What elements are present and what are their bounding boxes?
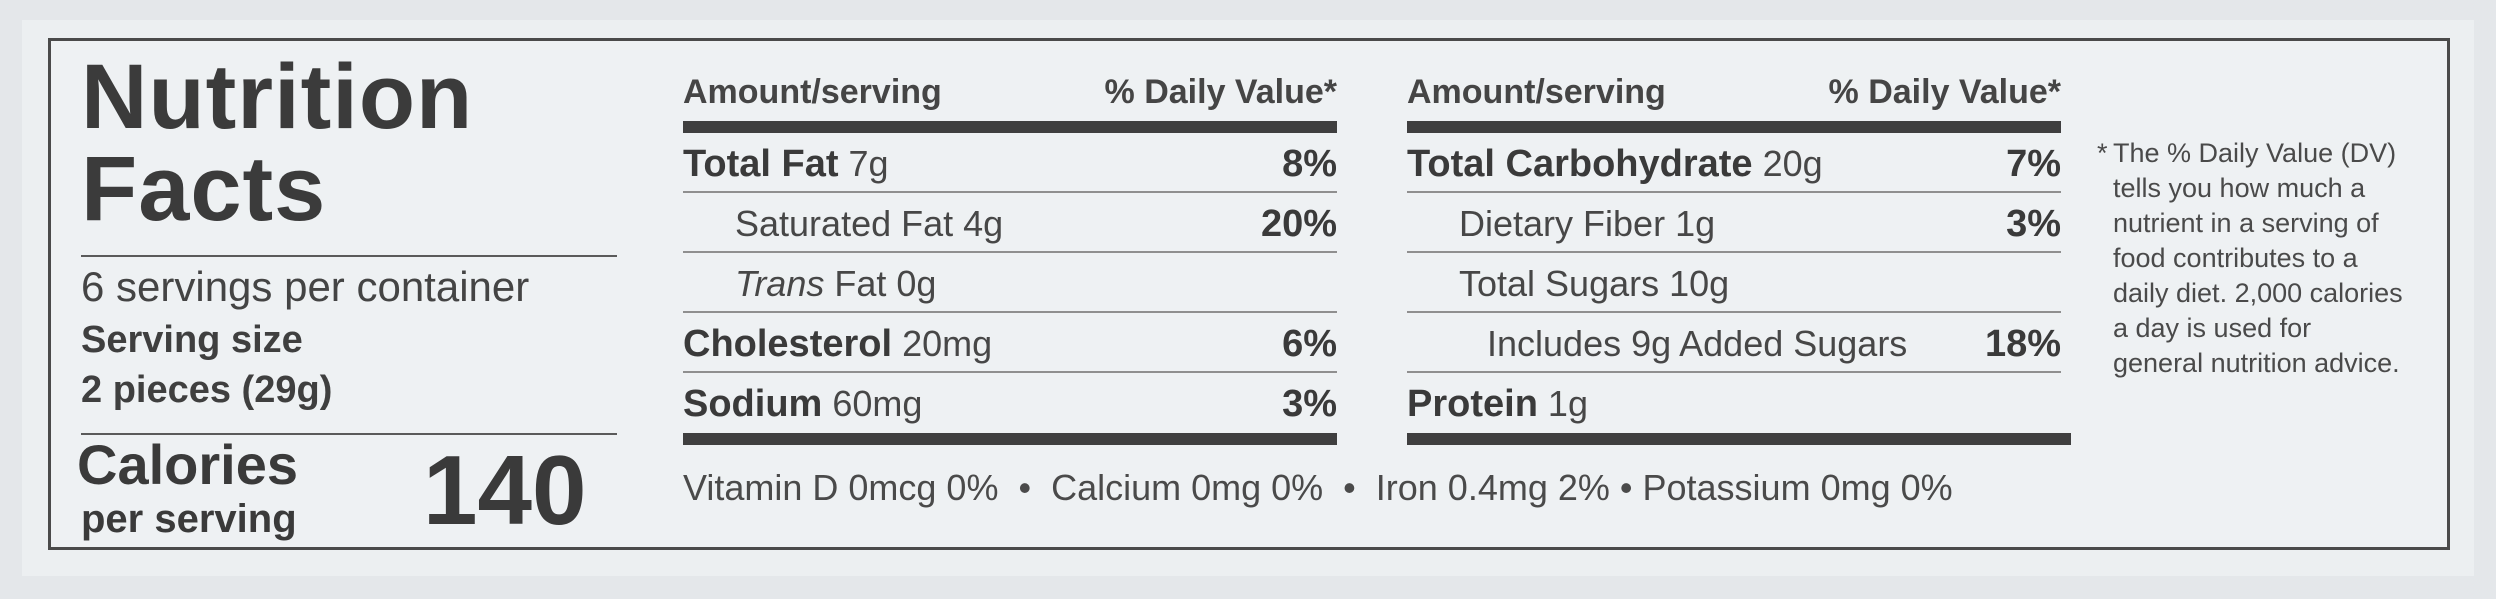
nutrient-amount: 20mg — [902, 323, 993, 364]
nutrient-dv: 7% — [2006, 143, 2061, 185]
title-line-1: Nutrition — [81, 46, 474, 148]
nutrient-row-total-carbohydrate: Total Carbohydrate 20g 7% — [1407, 133, 2061, 193]
nutrient-name: Includes 9g Added Sugars — [1487, 323, 1908, 364]
calories-value: 140 — [423, 435, 587, 545]
nutrient-row-added-sugars: Includes 9g Added Sugars 18% — [1407, 313, 2061, 373]
nutrient-dv: 3% — [2006, 203, 2061, 245]
nutrient-amount: 1g — [1547, 383, 1588, 424]
nutrient-table-right: Amount/serving % Daily Value* Total Carb… — [1407, 73, 2071, 445]
nutrient-amount: 1g — [1675, 203, 1716, 244]
nutrient-amount: 10g — [1669, 263, 1730, 304]
nutrient-row-total-sugars: Total Sugars 10g — [1407, 253, 2061, 313]
nutrient-name: Dietary Fiber — [1459, 203, 1666, 244]
divider — [81, 255, 617, 257]
title-line-2: Facts — [81, 138, 327, 240]
nutrition-facts-label: Nutrition Facts 6 servings per container… — [48, 38, 2450, 550]
nutrient-amount: Fat 0g — [834, 263, 937, 304]
table-header: Amount/serving % Daily Value* — [1407, 73, 2061, 121]
nutrient-row-sodium: Sodium 60mg 3% — [683, 373, 1337, 433]
serving-size-label: Serving size — [81, 319, 303, 361]
nutrient-amount: 60mg — [832, 383, 923, 424]
nutrient-row-protein: Protein 1g — [1407, 373, 2061, 433]
nutrient-name: Total Sugars — [1459, 263, 1660, 304]
divider — [81, 433, 617, 435]
nutrient-row-total-fat: Total Fat 7g 8% — [683, 133, 1337, 193]
calories-label: Calories — [77, 433, 298, 496]
nutrient-name: Total Carbohydrate — [1407, 143, 1753, 185]
nutrient-name: Sodium — [683, 383, 823, 425]
nutrient-dv: 8% — [1282, 143, 1337, 185]
nutrient-row-saturated-fat: Saturated Fat 4g 20% — [683, 193, 1337, 253]
nutrient-row-cholesterol: Cholesterol 20mg 6% — [683, 313, 1337, 373]
thick-rule — [1407, 121, 2061, 133]
nutrient-amount: 20g — [1762, 143, 1823, 184]
table-header: Amount/serving % Daily Value* — [683, 73, 1337, 121]
vitamins-minerals-line: Vitamin D 0mcg 0% • Calcium 0mg 0% • Iro… — [683, 467, 1953, 508]
daily-value-header: % Daily Value* — [1104, 73, 1337, 111]
nutrient-dv: 20% — [1260, 203, 1337, 245]
daily-value-header: % Daily Value* — [1828, 73, 2061, 111]
serving-size-value: 2 pieces (29g) — [81, 369, 333, 411]
nutrient-name: Trans — [735, 263, 825, 304]
daily-value-footnote: * The % Daily Value (DV) tells you how m… — [2097, 136, 2403, 381]
nutrient-row-dietary-fiber: Dietary Fiber 1g 3% — [1407, 193, 2061, 253]
amount-serving-header: Amount/serving — [1407, 73, 1666, 111]
nutrition-facts-title: Nutrition Facts — [81, 51, 473, 235]
calories-per-serving: per serving — [81, 497, 297, 541]
nutrient-dv: 6% — [1282, 323, 1337, 365]
thick-rule — [1407, 433, 2071, 445]
thick-rule — [683, 433, 1337, 445]
thick-rule — [683, 121, 1337, 133]
footnote-asterisk: * — [2097, 138, 2108, 168]
nutrient-name: Cholesterol — [683, 323, 893, 365]
nutrient-table-left: Amount/serving % Daily Value* Total Fat … — [683, 73, 1337, 445]
nutrient-name: Saturated Fat — [735, 203, 954, 244]
nutrient-name: Protein — [1407, 383, 1538, 425]
nutrient-row-trans-fat: Trans Fat 0g — [683, 253, 1337, 313]
servings-per-container: 6 servings per container — [81, 263, 530, 310]
footnote-text: The % Daily Value (DV) tells you how muc… — [2113, 138, 2403, 378]
nutrient-name: Total Fat — [683, 143, 839, 185]
nutrient-amount: 7g — [848, 143, 889, 184]
amount-serving-header: Amount/serving — [683, 73, 942, 111]
nutrient-amount: 4g — [963, 203, 1004, 244]
nutrient-dv: 18% — [1984, 323, 2061, 365]
nutrient-dv: 3% — [1282, 383, 1337, 425]
